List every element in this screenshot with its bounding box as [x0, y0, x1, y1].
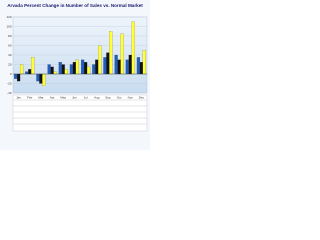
bar — [47, 64, 51, 75]
y-tick-label: 0 — [10, 72, 12, 76]
bar — [69, 64, 74, 75]
bar — [95, 59, 99, 75]
bar — [103, 57, 107, 75]
bar — [106, 52, 110, 75]
x-tick-label: Nov — [128, 95, 134, 99]
bar — [84, 62, 88, 75]
bar — [136, 57, 141, 75]
x-tick-label: Mar — [38, 95, 43, 99]
bar — [75, 59, 79, 75]
y-tick-label: 20 — [8, 62, 12, 66]
bar — [58, 62, 62, 75]
bar — [109, 31, 113, 75]
x-tick-label: Dec — [139, 95, 145, 99]
bar — [131, 21, 135, 75]
bar — [17, 73, 21, 82]
bar — [61, 64, 65, 75]
bar — [142, 50, 146, 75]
y-tick-label: -20 — [7, 81, 12, 85]
bar — [25, 71, 29, 75]
bar — [92, 64, 96, 75]
bar — [125, 59, 129, 75]
x-tick-label: Oct — [117, 95, 122, 99]
bar — [14, 73, 18, 79]
bar — [117, 59, 121, 75]
x-tick-label: Sep — [105, 95, 111, 99]
x-tick-label: Aug — [94, 95, 100, 99]
bar — [50, 66, 54, 75]
bar — [86, 66, 91, 75]
x-tick-label: Jan — [16, 95, 21, 99]
x-tick-label: Feb — [27, 95, 33, 99]
x-tick-label: Apr — [50, 95, 55, 99]
bar — [42, 73, 46, 86]
bar — [53, 71, 57, 75]
bar — [31, 57, 35, 75]
y-tick-label: 80 — [8, 34, 12, 38]
bar — [128, 54, 132, 75]
y-tick-label: 100 — [6, 24, 11, 28]
x-tick-label: Jul — [84, 95, 88, 99]
bar — [139, 62, 143, 75]
bar — [19, 64, 24, 75]
bar — [36, 73, 40, 82]
bar — [120, 33, 124, 75]
y-tick-label: 40 — [8, 53, 12, 57]
page: {"chart_data": {"type": "bar", "title": … — [0, 0, 150, 150]
bar — [98, 45, 102, 75]
bar — [72, 62, 76, 75]
marks: -40 -20 0 20 40 60 80 100 120 Jan Feb Mar Apr May Jun J… — [6, 15, 147, 99]
x-tick-label: Jun — [72, 95, 77, 99]
chart: Arvada Percent Change in Number of Sales… — [0, 0, 150, 150]
chart-title: Arvada Percent Change in Number of Sales… — [7, 3, 143, 8]
bar — [28, 69, 32, 75]
bar — [81, 59, 85, 75]
bar — [39, 73, 43, 84]
y-tick-label: 60 — [8, 43, 12, 47]
bar — [114, 54, 118, 75]
x-tick-label: May — [60, 95, 66, 99]
y-tick-label: -40 — [7, 91, 12, 95]
table — [12, 94, 148, 132]
bar — [64, 69, 68, 75]
y-tick-label: 120 — [6, 15, 11, 19]
